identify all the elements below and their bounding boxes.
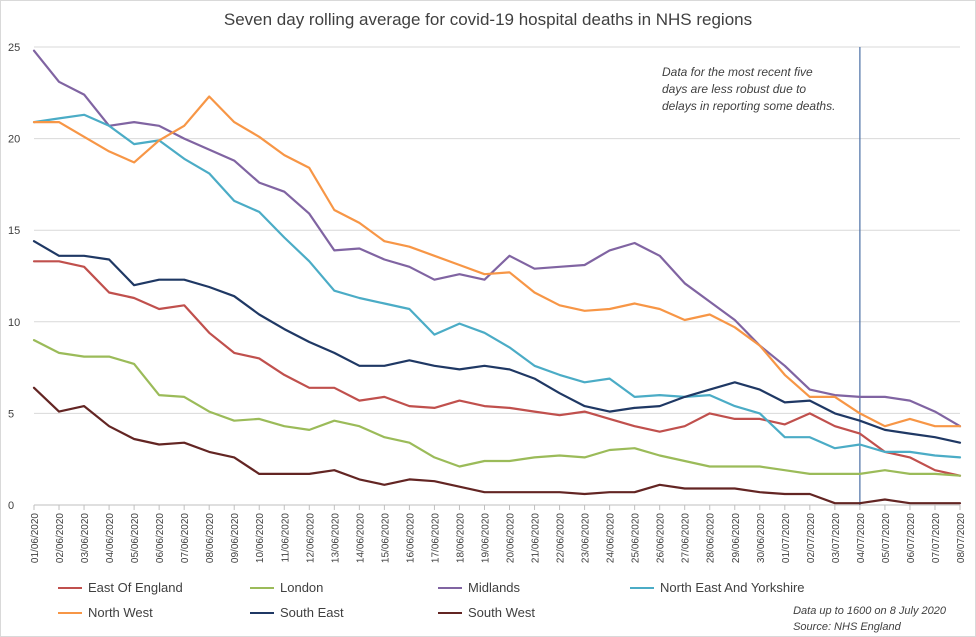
x-tick-label: 25/06/2020 xyxy=(631,513,642,563)
legend-swatch xyxy=(250,586,274,589)
x-tick-label: 08/06/2020 xyxy=(205,513,216,563)
x-tick-label: 01/07/2020 xyxy=(781,513,792,563)
y-tick-label: 10 xyxy=(8,317,20,329)
legend-item-east-of-england: East Of England xyxy=(58,580,183,595)
x-tick-label: 16/06/2020 xyxy=(405,513,416,563)
x-tick-label: 07/07/2020 xyxy=(931,513,942,563)
annotation-line: days are less robust due to xyxy=(662,82,807,96)
legend-label: North West xyxy=(88,605,153,620)
legend-swatch xyxy=(438,586,462,589)
legend-swatch xyxy=(58,586,82,589)
x-tick-label: 15/06/2020 xyxy=(380,513,391,563)
legend-label: Midlands xyxy=(468,580,521,595)
x-tick-label: 07/06/2020 xyxy=(180,513,191,563)
source-note: Data up to 1600 on 8 July 2020 Source: N… xyxy=(793,603,946,635)
y-tick-label: 0 xyxy=(8,500,14,512)
x-tick-label: 04/07/2020 xyxy=(856,513,867,563)
legend-swatch xyxy=(58,611,82,614)
x-tick-label: 30/06/2020 xyxy=(756,513,767,563)
x-tick-label: 13/06/2020 xyxy=(330,513,341,563)
x-tick-label: 26/06/2020 xyxy=(656,513,667,563)
x-tick-label: 21/06/2020 xyxy=(531,513,542,563)
legend-label: London xyxy=(280,580,324,595)
x-tick-label: 02/07/2020 xyxy=(806,513,817,563)
series-line-south-east xyxy=(32,240,962,444)
series-line-midlands xyxy=(32,49,962,428)
x-tick-label: 17/06/2020 xyxy=(430,513,441,563)
legend-item-south-east: South East xyxy=(250,605,344,620)
x-tick-label: 18/06/2020 xyxy=(455,513,466,563)
series-line-north-west xyxy=(32,95,962,428)
x-tick-label: 23/06/2020 xyxy=(581,513,592,563)
chart-annotation: Data for the most recent five days are l… xyxy=(662,64,862,115)
x-tick-label: 11/06/2020 xyxy=(280,513,291,563)
x-tick-label: 05/07/2020 xyxy=(881,513,892,563)
y-tick-label: 5 xyxy=(8,408,14,420)
x-tick-label: 08/07/2020 xyxy=(956,513,967,563)
annotation-line: Data for the most recent five xyxy=(662,65,813,79)
x-tick-label: 06/06/2020 xyxy=(155,513,166,563)
x-tick-label: 06/07/2020 xyxy=(906,513,917,563)
x-tick-label: 24/06/2020 xyxy=(606,513,617,563)
x-tick-label: 22/06/2020 xyxy=(556,513,567,563)
x-tick-label: 28/06/2020 xyxy=(706,513,717,563)
x-tick-label: 03/06/2020 xyxy=(80,513,91,563)
legend-label: North East And Yorkshire xyxy=(660,580,805,595)
legend-item-midlands: Midlands xyxy=(438,580,520,595)
x-tick-label: 27/06/2020 xyxy=(681,513,692,563)
x-tick-label: 01/06/2020 xyxy=(30,513,41,563)
x-tick-label: 19/06/2020 xyxy=(480,513,491,563)
x-tick-label: 10/06/2020 xyxy=(255,513,266,563)
x-tick-label: 03/07/2020 xyxy=(831,513,842,563)
y-tick-label: 15 xyxy=(8,225,20,237)
y-tick-label: 25 xyxy=(8,42,20,54)
legend-swatch xyxy=(630,586,654,589)
series-line-north-east-and-yorkshire xyxy=(32,113,962,459)
series-line-london xyxy=(32,339,962,477)
legend-item-north-west: North West xyxy=(58,605,153,620)
series-line-east-of-england xyxy=(32,260,962,477)
legend-label: South West xyxy=(468,605,535,620)
x-tick-label: 05/06/2020 xyxy=(130,513,141,563)
legend-label: South East xyxy=(280,605,344,620)
chart-title: Seven day rolling average for covid-19 h… xyxy=(223,10,753,29)
x-tick-label: 20/06/2020 xyxy=(506,513,517,563)
legend-label: East Of England xyxy=(88,580,183,595)
x-tick-label: 02/06/2020 xyxy=(55,513,66,563)
footnote-line: Source: NHS England xyxy=(793,621,901,633)
y-tick-label: 20 xyxy=(8,134,20,146)
legend-item-north-east-and-yorkshire: North East And Yorkshire xyxy=(630,580,805,595)
legend-item-south-west: South West xyxy=(438,605,535,620)
legend-swatch xyxy=(250,611,274,614)
x-tick-label: 12/06/2020 xyxy=(305,513,316,563)
x-tick-label: 04/06/2020 xyxy=(105,513,116,563)
footnote-line: Data up to 1600 on 8 July 2020 xyxy=(793,605,946,617)
annotation-line: delays in reporting some deaths. xyxy=(662,99,836,113)
x-tick-label: 29/06/2020 xyxy=(731,513,742,563)
legend-swatch xyxy=(438,611,462,614)
chart-legend: East Of England London Midlands North Ea… xyxy=(58,580,968,620)
x-tick-label: 14/06/2020 xyxy=(355,513,366,563)
series-line-south-west xyxy=(32,386,962,505)
legend-item-london: London xyxy=(250,580,323,595)
x-tick-label: 09/06/2020 xyxy=(230,513,241,563)
